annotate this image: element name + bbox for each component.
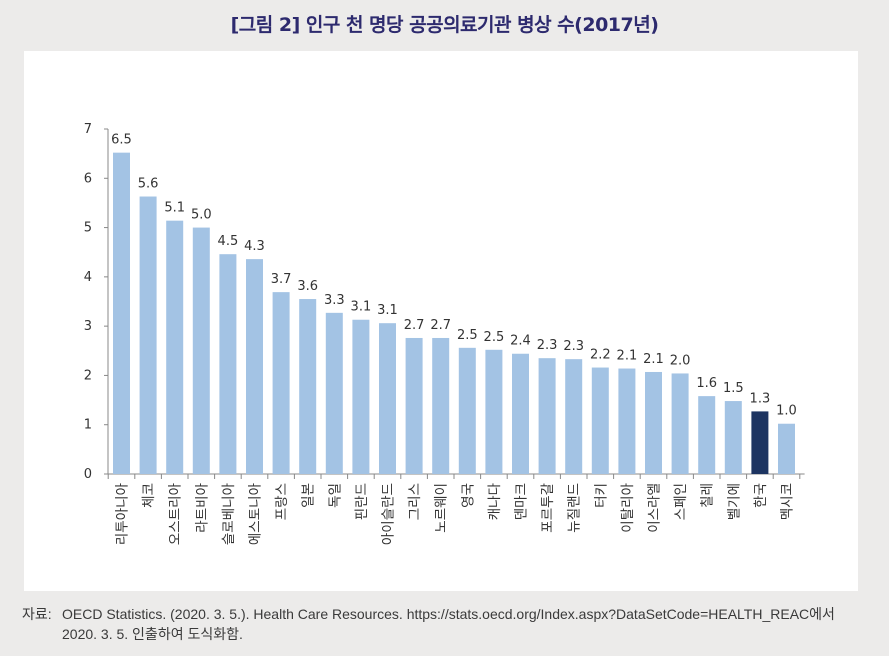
value-label: 2.3 [537, 338, 558, 353]
x-tick-label: 에스토니아 [248, 482, 264, 545]
bar-5 [219, 254, 237, 474]
bar-23 [698, 396, 716, 474]
value-label: 2.7 [404, 318, 425, 333]
value-label: 3.7 [271, 272, 292, 287]
bar-18 [565, 359, 583, 474]
y-tick-label: 3 [84, 319, 92, 334]
bar-16 [512, 353, 529, 474]
chart-panel: 0 1 2 3 4 5 6 7 6.5 5.6 5.1 5.0 4.5 4.3 3.7 3.6 3.3 3.1 3… [24, 51, 858, 591]
y-tick-label: 4 [84, 270, 92, 285]
bar-3 [166, 220, 184, 474]
bar-7 [272, 292, 290, 474]
chart-title: [그림 2] 인구 천 명당 공공의료기관 병상 수(2017년) [230, 14, 659, 36]
y-tick-label: 1 [84, 418, 92, 433]
x-tick-label: 이탈리아 [620, 482, 636, 532]
x-tick-label: 뉴질랜드 [567, 483, 583, 533]
x-tick-label: 아이슬란드 [381, 483, 397, 545]
x-axis-labels: 리투아니아 체코 오스트리아 라트비아 슬로베니아 에스토니아 프랑스 일본 독일 핀란드 아이슬란… [115, 482, 796, 545]
x-tick-label: 벨기에 [726, 483, 742, 520]
x-tick-label: 멕시코 [780, 483, 796, 520]
bar-chart: 0 1 2 3 4 5 6 7 6.5 5.6 5.1 5.0 4.5 4.3 3.7 3.6 3.3 3.1 3… [84, 122, 805, 545]
value-labels: 6.5 5.6 5.1 5.0 4.5 4.3 3.7 3.6 3.3 3.1 3.1 2.7 2.7 2… [111, 133, 797, 419]
value-label: 3.1 [377, 303, 398, 318]
bar-12 [405, 337, 423, 474]
bar-19 [591, 367, 609, 474]
x-tick-label: 터키 [593, 483, 609, 508]
bar-15 [485, 349, 503, 474]
value-label: 4.5 [218, 234, 239, 249]
x-tick-label: 덴마크 [514, 483, 530, 520]
y-tick-label: 2 [84, 368, 92, 383]
value-label: 2.5 [457, 328, 478, 343]
value-label: 1.5 [723, 381, 744, 396]
value-label: 3.1 [351, 300, 372, 315]
y-tick-label: 5 [84, 221, 92, 236]
value-label: 2.3 [563, 339, 584, 354]
x-tick-label: 캐나다 [487, 482, 503, 520]
bar-11 [379, 323, 396, 474]
value-label: 2.7 [430, 318, 451, 333]
bar-10 [352, 319, 370, 474]
bar-24 [724, 401, 742, 474]
value-label: 1.6 [696, 376, 717, 391]
x-tick-label: 프랑스 [274, 483, 290, 520]
x-tick-label: 핀란드 [354, 483, 370, 520]
source-text: OECD Statistics. (2020. 3. 5.). Health C… [62, 606, 835, 642]
bar-21 [645, 371, 662, 474]
value-label: 3.6 [297, 279, 318, 294]
x-tick-label: 스페인 [673, 483, 689, 520]
bar-2 [139, 196, 157, 474]
bar-14 [458, 347, 476, 474]
value-label: 1.0 [776, 404, 797, 419]
value-label: 1.3 [750, 391, 771, 406]
y-tick-label: 7 [84, 122, 92, 137]
value-label: 5.1 [164, 201, 185, 216]
value-label: 2.0 [670, 353, 691, 368]
value-label: 5.6 [138, 177, 159, 192]
bar-9 [325, 312, 343, 474]
bar-17 [538, 358, 556, 474]
x-tick-label: 칠레 [700, 483, 716, 508]
bars [113, 152, 795, 474]
bar-4 [192, 227, 210, 474]
value-label: 2.4 [510, 334, 531, 349]
x-tick-label: 슬로베니아 [221, 482, 237, 545]
bar-22 [671, 373, 689, 474]
x-tick-label: 라트비아 [194, 482, 210, 532]
y-tick-label: 6 [84, 171, 92, 186]
y-tick-label: 0 [84, 467, 92, 482]
x-tick-label: 체코 [141, 483, 157, 508]
value-label: 4.3 [244, 239, 265, 254]
x-tick-label: 리투아니아 [115, 482, 131, 545]
bar-8 [299, 299, 317, 474]
bar-13 [432, 337, 450, 474]
value-label: 6.5 [111, 133, 132, 148]
value-label: 5.0 [191, 208, 212, 223]
bar-6 [246, 259, 263, 474]
x-tick-label: 독일 [327, 483, 343, 508]
value-label: 3.3 [324, 293, 345, 308]
x-tick-label: 노르웨이 [434, 483, 450, 533]
x-tick-label: 영국 [460, 483, 476, 508]
x-tick-label: 그리스 [407, 483, 423, 520]
value-label: 2.1 [643, 352, 664, 367]
bar-1 [113, 152, 130, 474]
value-label: 2.2 [590, 348, 611, 363]
x-tick-label: 이스라엘 [647, 483, 663, 533]
x-tick-label: 포르투갈 [540, 483, 556, 533]
value-label: 2.5 [484, 330, 505, 345]
x-tick-label: 오스트리아 [168, 482, 184, 545]
source-label: 자료: [22, 606, 52, 622]
bar-26 [778, 423, 795, 474]
bar-20 [618, 368, 636, 474]
x-tick-label: 일본 [301, 483, 317, 508]
value-label: 2.1 [617, 349, 638, 364]
bar-25 [751, 411, 769, 474]
x-tick-label: 한국 [753, 483, 769, 508]
